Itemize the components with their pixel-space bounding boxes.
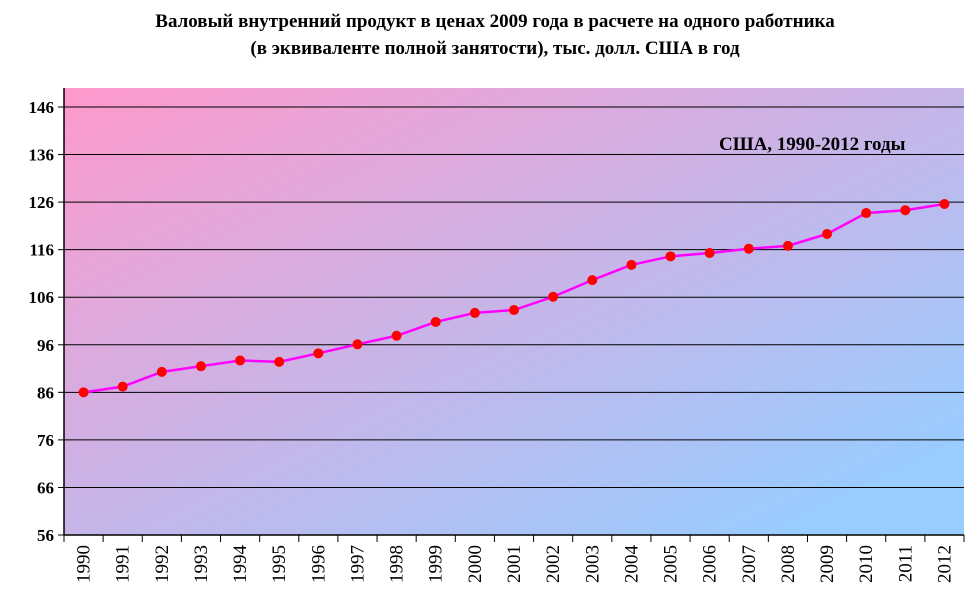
y-tick-label: 146 xyxy=(29,98,55,117)
data-point xyxy=(782,240,793,251)
y-tick-label: 66 xyxy=(37,478,54,497)
x-tick-label: 2003 xyxy=(582,545,603,583)
x-tick-label: 2011 xyxy=(895,545,916,582)
data-point xyxy=(313,348,324,359)
data-point xyxy=(78,387,89,398)
data-point xyxy=(704,247,715,258)
x-tick-label: 2000 xyxy=(465,545,486,583)
x-tick-label: 2012 xyxy=(934,545,955,583)
x-tick-label: 2002 xyxy=(543,545,564,583)
y-tick-label: 136 xyxy=(29,146,55,165)
gridlines xyxy=(64,106,964,488)
x-tick-label: 1991 xyxy=(113,545,134,583)
data-point xyxy=(469,307,480,318)
y-tick-label: 116 xyxy=(29,241,54,260)
x-tick-label: 2007 xyxy=(739,545,760,583)
y-tick-label: 86 xyxy=(37,383,54,402)
chart-annotation: США, 1990-2012 годы xyxy=(719,134,906,155)
data-point xyxy=(235,355,246,366)
data-point xyxy=(743,243,754,254)
data-point xyxy=(391,330,402,341)
x-axis-ticks: 1990 1991 1992 1993 1994 1995 1996 1997 1998 1999… xyxy=(63,535,965,584)
x-tick-label: 2006 xyxy=(700,545,721,583)
data-point xyxy=(587,275,598,286)
y-tick-label: 106 xyxy=(29,288,55,307)
chart-subtitle: (в эквиваленте полной занятости), тыс. д… xyxy=(250,38,740,59)
data-point xyxy=(509,305,519,316)
x-tick-label: 2010 xyxy=(856,545,877,583)
data-point xyxy=(548,291,559,302)
chart-title-block: Валовый внутренний продукт в ценах 2009 … xyxy=(0,8,970,62)
data-point xyxy=(939,199,950,210)
data-point xyxy=(117,381,128,392)
x-tick-label: 2005 xyxy=(661,545,682,583)
data-series xyxy=(78,199,950,398)
x-tick-label: 1994 xyxy=(230,545,251,584)
x-tick-label: 1993 xyxy=(191,545,212,583)
x-tick-label: 1990 xyxy=(74,545,95,583)
x-tick-label: 2009 xyxy=(817,545,838,583)
y-tick-label: 76 xyxy=(37,431,54,450)
y-tick-label: 126 xyxy=(29,193,55,212)
x-tick-label: 1995 xyxy=(269,545,290,583)
data-point xyxy=(900,205,911,216)
data-point xyxy=(274,356,285,367)
x-tick-label: 2004 xyxy=(621,545,642,584)
x-tick-label: 1999 xyxy=(426,545,447,583)
data-point xyxy=(156,366,167,377)
x-tick-label: 1992 xyxy=(152,545,173,583)
y-tick-label: 56 xyxy=(37,526,54,545)
y-axis-ticks: 56 66 76 86 96 106 116 126 136 146 xyxy=(29,98,64,545)
chart-title: Валовый внутренний продукт в ценах 2009 … xyxy=(155,11,835,32)
x-tick-label: 1998 xyxy=(387,545,408,583)
data-point xyxy=(861,208,872,219)
x-tick-label: 1996 xyxy=(308,545,329,583)
data-point xyxy=(626,259,637,270)
x-tick-label: 2008 xyxy=(778,545,799,583)
y-tick-label: 96 xyxy=(37,336,54,355)
x-tick-label: 2001 xyxy=(504,545,525,583)
data-point xyxy=(352,339,363,350)
data-point xyxy=(430,316,441,327)
data-point xyxy=(195,361,206,372)
data-point xyxy=(665,251,676,262)
axes xyxy=(63,88,964,536)
data-point xyxy=(822,228,833,239)
x-tick-label: 1997 xyxy=(347,545,368,583)
